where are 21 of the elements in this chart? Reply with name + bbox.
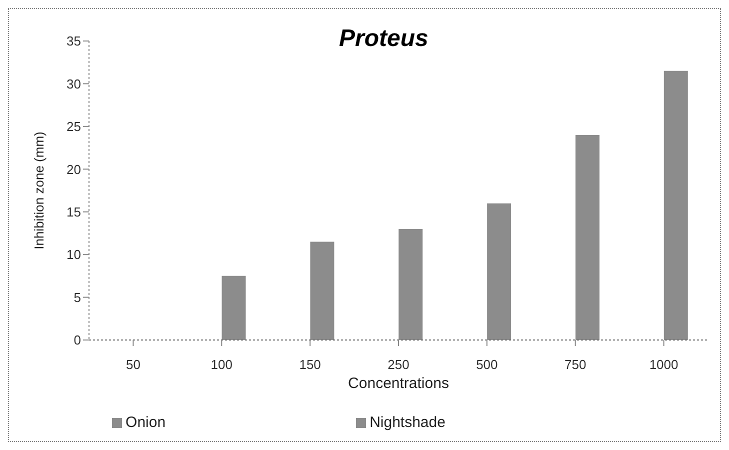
y-tick-label: 25 [66, 119, 81, 134]
y-tick-label: 10 [66, 247, 81, 262]
y-tick-label: 20 [66, 162, 81, 177]
chart-title: Proteus [339, 25, 428, 53]
y-tick-label: 15 [66, 204, 81, 220]
x-tick-label: 500 [476, 357, 498, 372]
x-tick-label: 250 [388, 357, 410, 372]
x-tick-label: 750 [564, 357, 586, 372]
y-tick-label: 35 [66, 34, 81, 49]
x-tick-label: 100 [210, 357, 232, 372]
bar [222, 276, 246, 340]
x-axis-title: Concentrations [348, 375, 449, 392]
x-tick-label: 1000 [649, 357, 678, 372]
y-tick-label: 0 [74, 332, 81, 348]
y-tick-label: 5 [74, 290, 81, 305]
legend-label: Nightshade [370, 414, 446, 431]
x-tick-label: 50 [126, 357, 140, 372]
y-axis-title: Inhibition zone (mm) [32, 132, 47, 250]
legend-label: Onion [126, 414, 166, 431]
x-tick-label: 150 [299, 357, 321, 372]
y-tick-label: 30 [66, 76, 81, 92]
